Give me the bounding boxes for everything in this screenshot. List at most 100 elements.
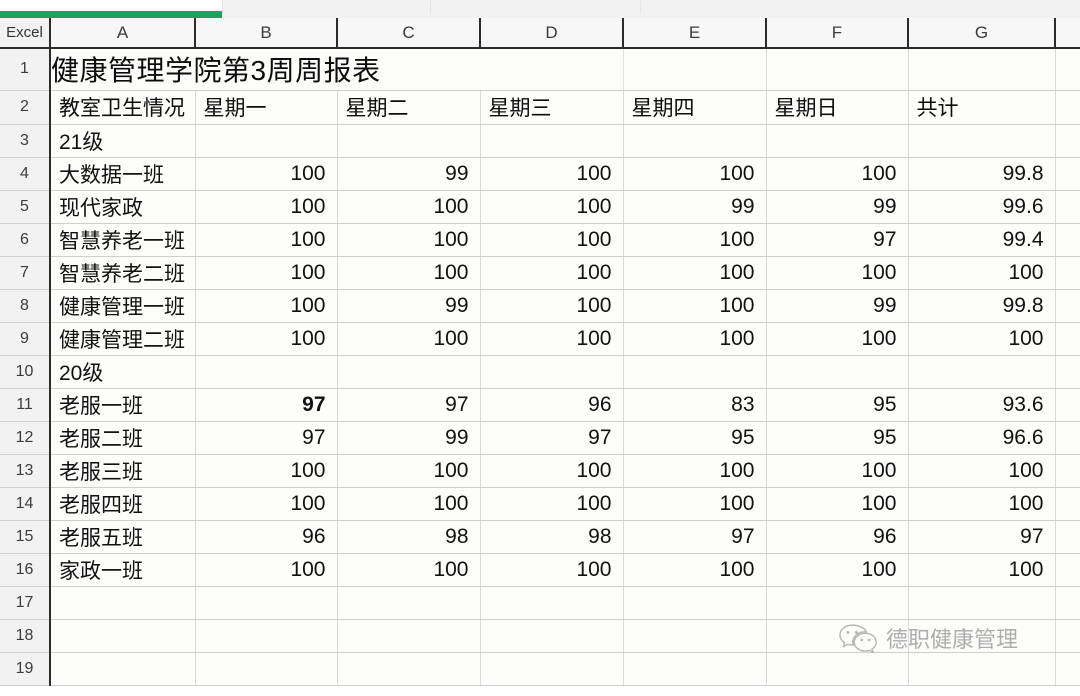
cell-score[interactable]: 100 bbox=[337, 322, 481, 356]
row-header-18[interactable]: 18 bbox=[0, 619, 51, 653]
cell-score[interactable] bbox=[908, 355, 1056, 389]
cell-score[interactable]: 100 bbox=[623, 553, 767, 587]
cell-score[interactable]: 100 bbox=[908, 256, 1056, 290]
cell-score[interactable]: 96.6 bbox=[908, 421, 1056, 455]
cell-score[interactable]: 100 bbox=[195, 322, 338, 356]
cell-score[interactable] bbox=[766, 355, 909, 389]
column-label-1[interactable]: 星期一 bbox=[195, 90, 338, 125]
column-label-3[interactable]: 星期三 bbox=[480, 90, 624, 125]
cell-class-label[interactable] bbox=[50, 652, 196, 686]
cell-score[interactable]: 99 bbox=[337, 157, 481, 191]
cell-score[interactable] bbox=[908, 652, 1056, 686]
row-header-19[interactable]: 19 bbox=[0, 652, 51, 686]
cell-score[interactable]: 100 bbox=[766, 157, 909, 191]
cell-score[interactable]: 97 bbox=[195, 388, 338, 422]
sheet-title[interactable]: 健康管理学院第3周周报表 bbox=[50, 48, 624, 91]
cell-class-label[interactable]: 智慧养老二班 bbox=[50, 256, 196, 290]
cell-score[interactable]: 99 bbox=[766, 190, 909, 224]
row-header-6[interactable]: 6 bbox=[0, 223, 51, 257]
cell-score[interactable]: 100 bbox=[480, 322, 624, 356]
cell-score[interactable]: 100 bbox=[908, 454, 1056, 488]
cell-class-label[interactable]: 老服五班 bbox=[50, 520, 196, 554]
row-header-10[interactable]: 10 bbox=[0, 355, 51, 389]
row-header-8[interactable]: 8 bbox=[0, 289, 51, 323]
cell-score[interactable]: 100 bbox=[480, 190, 624, 224]
cell-class-label[interactable]: 21级 bbox=[50, 124, 196, 158]
cell-score[interactable]: 99 bbox=[623, 190, 767, 224]
cell-score[interactable]: 99.8 bbox=[908, 157, 1056, 191]
cell-score[interactable] bbox=[337, 619, 481, 653]
cell-score[interactable]: 96 bbox=[480, 388, 624, 422]
cell-class-label[interactable] bbox=[50, 619, 196, 653]
column-header-c[interactable]: C bbox=[337, 18, 481, 49]
row-header-14[interactable]: 14 bbox=[0, 487, 51, 521]
cell-class-label[interactable]: 老服四班 bbox=[50, 487, 196, 521]
cell-score[interactable]: 100 bbox=[337, 190, 481, 224]
row-header-7[interactable]: 7 bbox=[0, 256, 51, 290]
row-header-15[interactable]: 15 bbox=[0, 520, 51, 554]
cell-empty[interactable] bbox=[1055, 355, 1080, 389]
cell-empty[interactable] bbox=[1055, 487, 1080, 521]
column-label-6[interactable]: 共计 bbox=[908, 90, 1056, 125]
cell-score[interactable]: 83 bbox=[623, 388, 767, 422]
cell-score[interactable] bbox=[480, 124, 624, 158]
cell-empty[interactable] bbox=[1055, 388, 1080, 422]
cell-score[interactable]: 97 bbox=[337, 388, 481, 422]
cell-score[interactable]: 100 bbox=[337, 223, 481, 257]
cell-score[interactable] bbox=[480, 586, 624, 620]
cell-score[interactable]: 100 bbox=[766, 553, 909, 587]
cell-score[interactable]: 100 bbox=[195, 256, 338, 290]
column-label-4[interactable]: 星期四 bbox=[623, 90, 767, 125]
cell-empty[interactable] bbox=[1055, 48, 1080, 91]
cell-score[interactable]: 100 bbox=[337, 454, 481, 488]
cell-score[interactable] bbox=[908, 124, 1056, 158]
cell-score[interactable] bbox=[337, 124, 481, 158]
cell-class-label[interactable]: 家政一班 bbox=[50, 553, 196, 587]
row-header-16[interactable]: 16 bbox=[0, 553, 51, 587]
cell-score[interactable]: 97 bbox=[623, 520, 767, 554]
cell-score[interactable]: 100 bbox=[908, 487, 1056, 521]
cell-score[interactable]: 100 bbox=[195, 190, 338, 224]
cell-class-label[interactable]: 老服一班 bbox=[50, 388, 196, 422]
row-header-2[interactable]: 2 bbox=[0, 90, 51, 125]
cell-score[interactable]: 98 bbox=[480, 520, 624, 554]
cell-class-label[interactable]: 智慧养老一班 bbox=[50, 223, 196, 257]
cell-score[interactable]: 100 bbox=[623, 223, 767, 257]
cell-score[interactable]: 100 bbox=[337, 256, 481, 290]
cell-score[interactable]: 100 bbox=[623, 289, 767, 323]
cell-score[interactable]: 100 bbox=[908, 553, 1056, 587]
cell-score[interactable]: 100 bbox=[480, 289, 624, 323]
cell-empty[interactable] bbox=[1055, 256, 1080, 290]
row-header-4[interactable]: 4 bbox=[0, 157, 51, 191]
cell-empty[interactable] bbox=[1055, 157, 1080, 191]
cell-score[interactable] bbox=[195, 124, 338, 158]
cell-class-label[interactable]: 老服三班 bbox=[50, 454, 196, 488]
cell-score[interactable] bbox=[766, 124, 909, 158]
column-header-b[interactable]: B bbox=[195, 18, 338, 49]
column-header-tail[interactable] bbox=[1055, 18, 1080, 49]
cell-empty[interactable] bbox=[1055, 421, 1080, 455]
cell-score[interactable] bbox=[908, 619, 1056, 653]
cell-score[interactable] bbox=[766, 652, 909, 686]
cell-score[interactable] bbox=[908, 586, 1056, 620]
cell-score[interactable]: 97 bbox=[908, 520, 1056, 554]
cell-empty[interactable] bbox=[1055, 223, 1080, 257]
column-header-d[interactable]: D bbox=[480, 18, 624, 49]
cell-score[interactable]: 100 bbox=[195, 289, 338, 323]
cell-class-label[interactable]: 大数据一班 bbox=[50, 157, 196, 191]
row-header-11[interactable]: 11 bbox=[0, 388, 51, 422]
cell-score[interactable]: 100 bbox=[195, 553, 338, 587]
cell-score[interactable]: 100 bbox=[195, 454, 338, 488]
cell-score[interactable]: 100 bbox=[623, 157, 767, 191]
cell-score[interactable]: 97 bbox=[766, 223, 909, 257]
cell-score[interactable] bbox=[337, 355, 481, 389]
cell-score[interactable]: 99.8 bbox=[908, 289, 1056, 323]
cell-score[interactable]: 95 bbox=[623, 421, 767, 455]
cell-score[interactable]: 100 bbox=[337, 553, 481, 587]
cell-score[interactable] bbox=[623, 652, 767, 686]
row-header-17[interactable]: 17 bbox=[0, 586, 51, 620]
column-label-5[interactable]: 星期日 bbox=[766, 90, 909, 125]
cell-score[interactable]: 100 bbox=[480, 223, 624, 257]
cell-empty[interactable] bbox=[1055, 454, 1080, 488]
cell-empty[interactable] bbox=[1055, 553, 1080, 587]
